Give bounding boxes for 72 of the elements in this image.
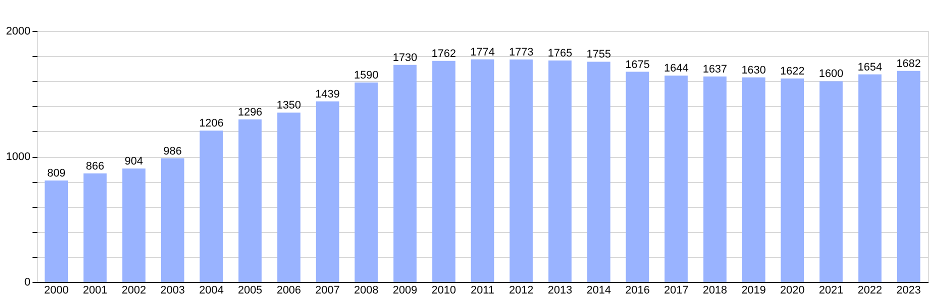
bar [122, 168, 146, 282]
x-tick-label: 2003 [160, 284, 185, 296]
data-label: 1773 [508, 46, 534, 58]
data-label: 1350 [276, 100, 302, 112]
data-label: 1644 [664, 62, 688, 75]
bar [470, 59, 494, 282]
y-tick-label: 1000 [6, 151, 30, 163]
bar [160, 158, 184, 282]
x-tick-label: 2019 [741, 284, 766, 296]
x-tick-label: 2009 [392, 284, 418, 296]
x-tick-label: 2007 [315, 284, 340, 296]
x-tick-label: 2016 [625, 284, 650, 296]
x-tick-label: 2018 [702, 284, 728, 296]
y-tick-label: 0 [24, 276, 30, 288]
bar [897, 70, 920, 282]
x-tick-label: 2013 [548, 284, 572, 296]
x-tick-label: 2008 [354, 284, 379, 296]
x-tick-label: 2005 [238, 284, 262, 296]
bar [354, 82, 378, 282]
bar [393, 64, 417, 282]
x-tick-label: 2000 [44, 284, 69, 296]
data-label: 1762 [432, 48, 456, 60]
bar [703, 76, 727, 282]
bar [44, 180, 68, 282]
data-label: 1755 [586, 48, 611, 61]
data-label: 1439 [315, 88, 340, 100]
bar [510, 59, 533, 282]
bar [238, 119, 262, 282]
x-tick-label: 2011 [470, 284, 494, 296]
bar [742, 77, 766, 282]
bar [664, 76, 688, 282]
x-tick-label: 2010 [432, 284, 456, 296]
bar [548, 60, 572, 282]
bar [316, 101, 340, 282]
data-label: 1600 [818, 68, 844, 80]
data-label: 1206 [199, 118, 224, 130]
x-tick-label: 2012 [508, 284, 534, 296]
bar [780, 78, 804, 282]
data-label: 1590 [354, 69, 379, 82]
data-label: 904 [124, 156, 144, 168]
x-tick-label: 2006 [276, 284, 302, 296]
data-label: 1682 [896, 58, 921, 70]
data-label: 1654 [858, 61, 882, 74]
data-label: 1630 [741, 64, 766, 76]
bar [277, 112, 300, 282]
bar [820, 81, 843, 282]
data-label: 809 [47, 167, 66, 180]
data-label: 1730 [392, 52, 418, 64]
data-label: 1765 [548, 47, 572, 60]
x-tick-label: 2004 [199, 284, 224, 296]
bar [858, 74, 882, 282]
x-tick-label: 2001 [82, 284, 108, 296]
bar [626, 72, 650, 282]
data-label: 1637 [702, 64, 728, 76]
data-label: 1622 [780, 65, 805, 78]
bar [587, 62, 610, 282]
data-label: 986 [163, 145, 182, 158]
y-tick-label: 2000 [6, 26, 30, 38]
x-tick-label: 2014 [586, 284, 611, 296]
x-tick-label: 2021 [818, 284, 844, 296]
data-label: 1774 [470, 46, 495, 58]
x-tick-label: 2020 [780, 284, 805, 296]
x-tick-label: 2002 [122, 284, 146, 296]
x-tick-label: 2022 [858, 284, 882, 296]
data-label: 1675 [625, 58, 650, 71]
bar [83, 173, 107, 282]
bar [200, 130, 223, 282]
bar [432, 60, 456, 282]
data-label: 866 [86, 160, 104, 172]
data-label: 1296 [238, 106, 262, 118]
x-tick-label: 2023 [896, 284, 921, 296]
x-tick-label: 2017 [664, 284, 688, 296]
